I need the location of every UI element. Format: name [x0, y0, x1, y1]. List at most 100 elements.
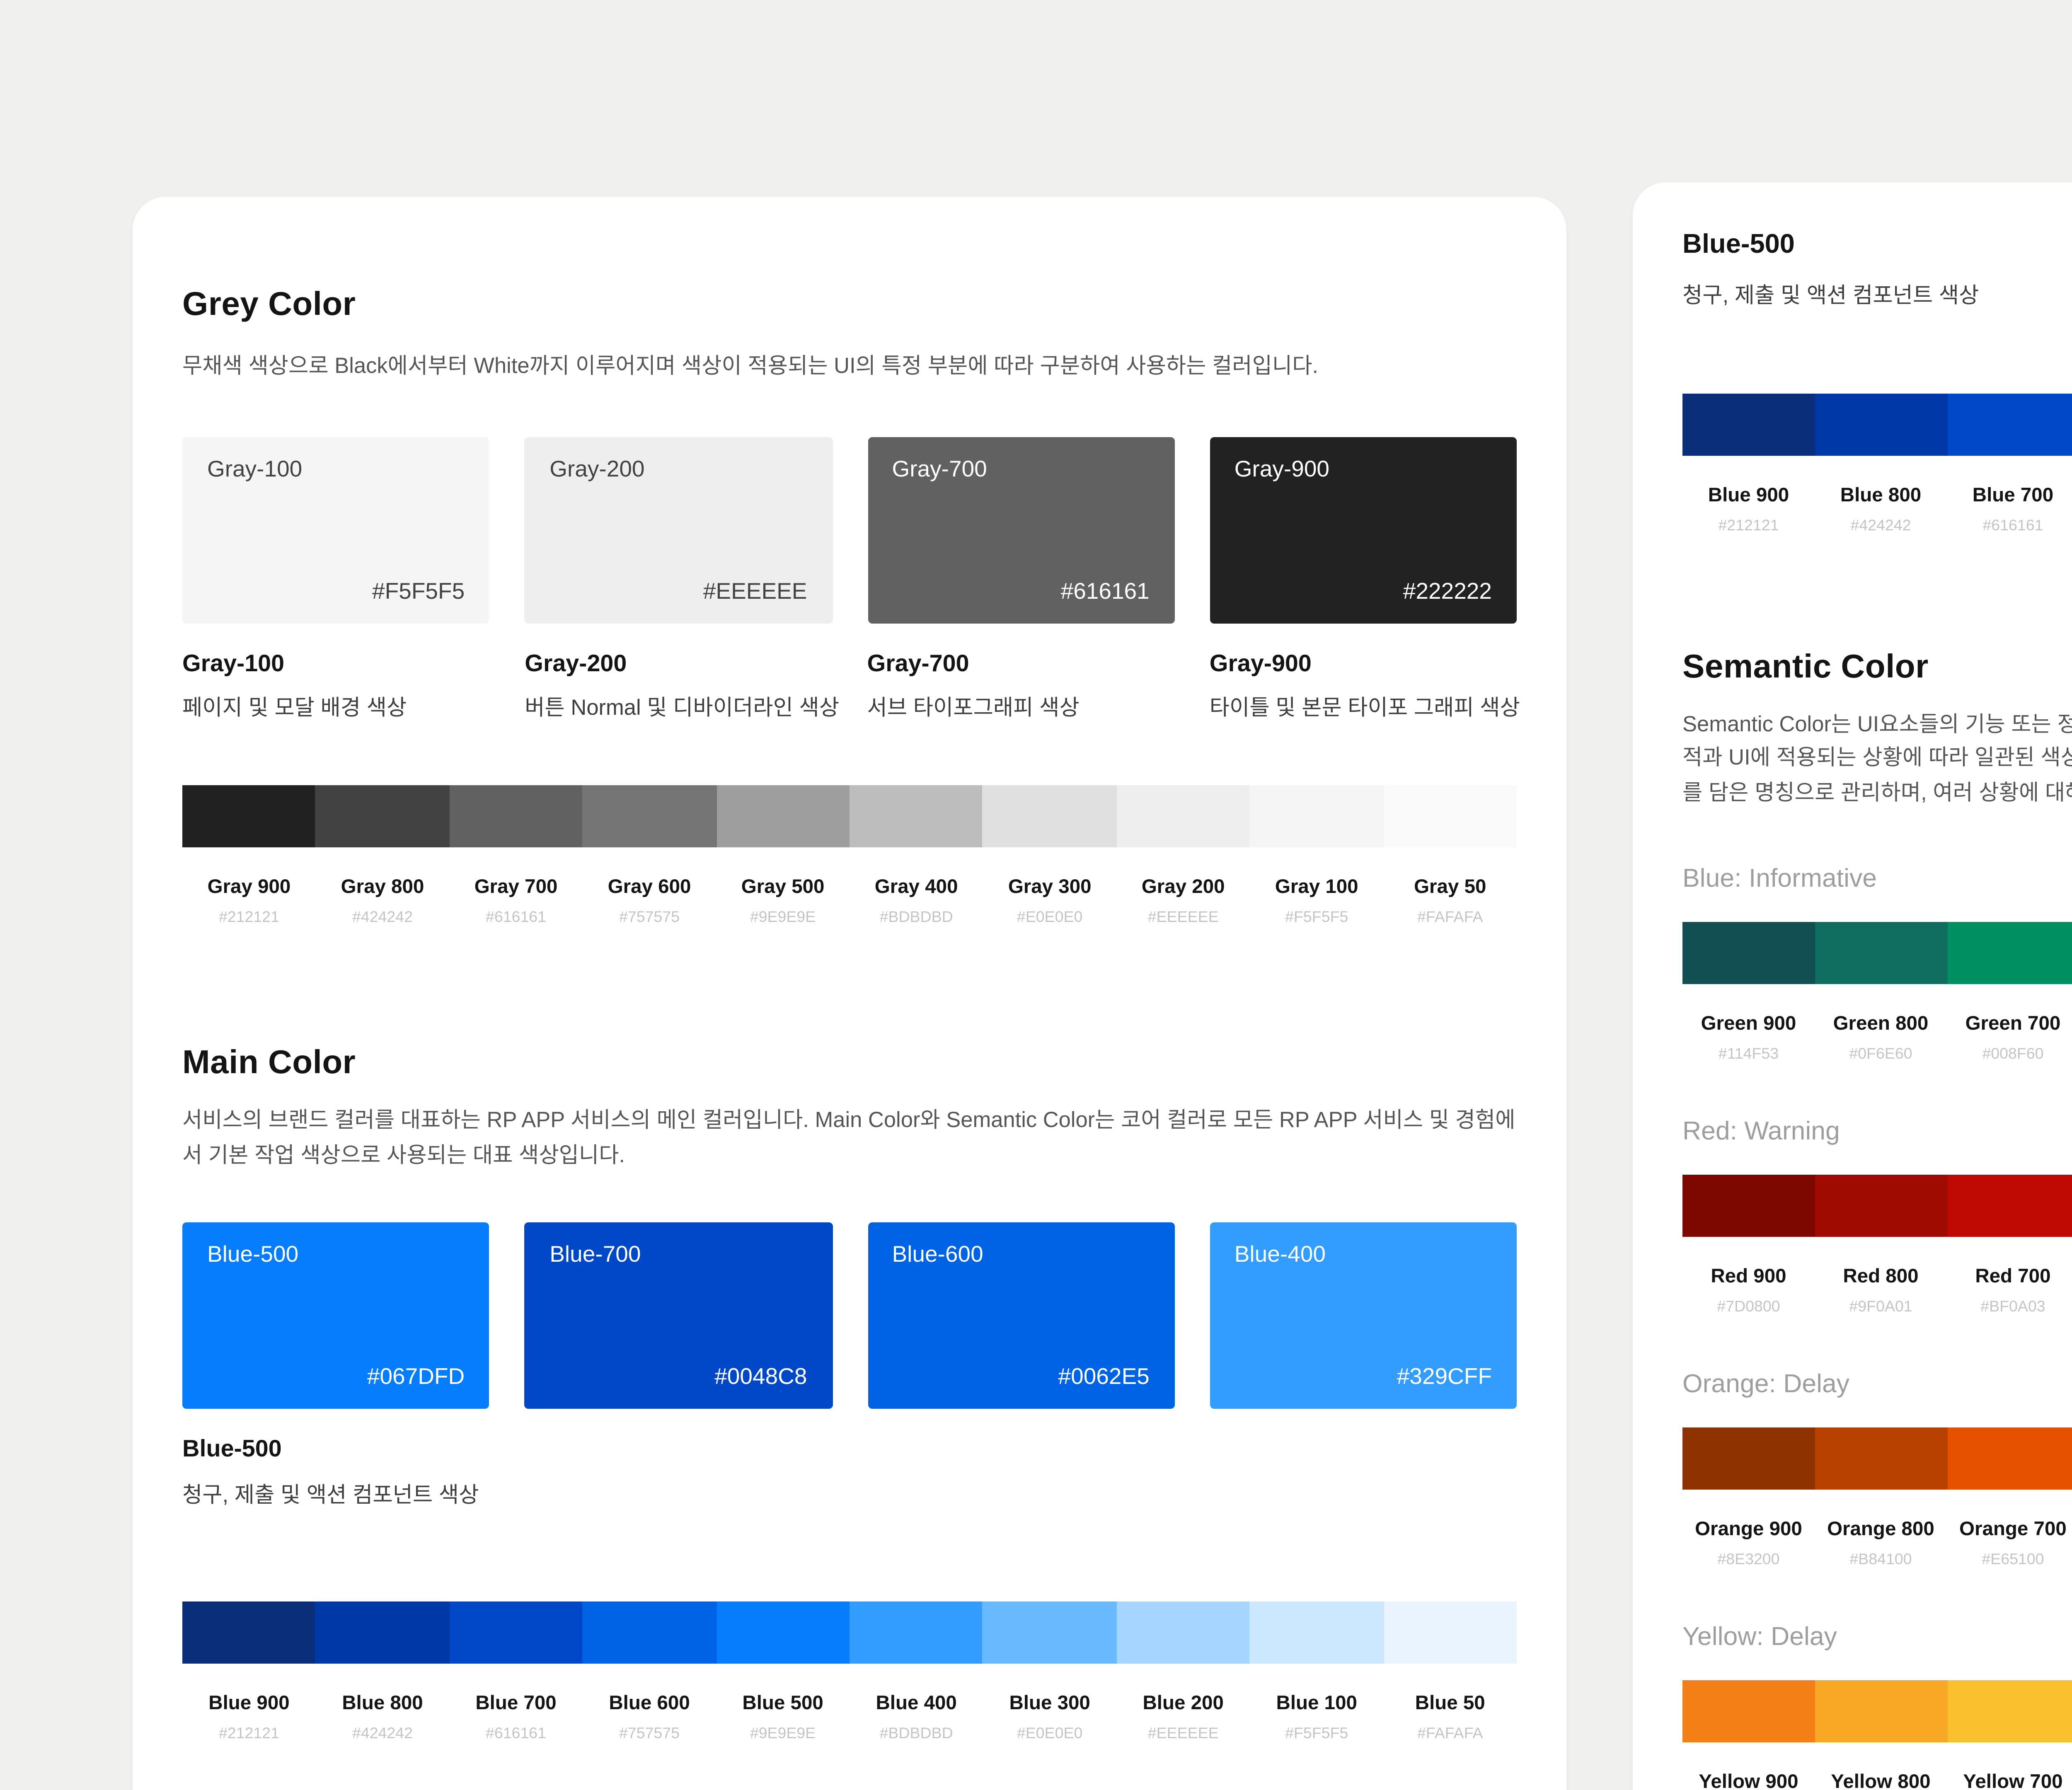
- scale-column: Blue 800 #424242: [1814, 394, 1947, 535]
- scale-hex: #9F0A01: [1849, 1296, 1912, 1315]
- color-card-name: Blue-700: [549, 1242, 641, 1268]
- scale-column: Blue 100 #F5F5F5: [1250, 1601, 1384, 1742]
- scale-column: Blue 500 #9E9E9E: [716, 1601, 850, 1742]
- scale-column: Blue 900 #212121: [1682, 394, 1815, 535]
- color-swatch: [1946, 921, 2072, 984]
- color-card: Gray-900 #222222: [1209, 438, 1517, 624]
- color-swatch: [1814, 1427, 1947, 1489]
- scale-column: Yellow 800 #F9A825: [1814, 1679, 1947, 1790]
- scale-name: Blue 400: [876, 1692, 957, 1715]
- semantic-color-title: Semantic Color: [1682, 651, 1929, 686]
- scale-column: Blue 700 #616161: [449, 1601, 583, 1742]
- scale-name: Blue 600: [609, 1692, 690, 1715]
- main-color-title: Main Color: [182, 1047, 356, 1082]
- blue-500-usage: 청구, 제출 및 액션 컴포넌트 색상: [182, 1483, 479, 1508]
- scale-column: Gray 900 #212121: [182, 786, 316, 926]
- scale-name: Red 900: [1711, 1265, 1786, 1288]
- scale-column: Blue 50 #FAFAFA: [1383, 1601, 1517, 1742]
- scale-hex: #F5F5F5: [1285, 908, 1348, 927]
- color-card-label: Gray-700: [867, 653, 969, 678]
- scale-hex: #B84100: [1849, 1549, 1912, 1568]
- color-swatch: [716, 786, 850, 848]
- orange-scale-strip: Orange 900 #8E3200 Orange 800 #B84100 Or…: [1682, 1427, 2072, 1568]
- scale-hex: #008F60: [1982, 1043, 2044, 1062]
- color-card-name: Blue-400: [1234, 1242, 1326, 1268]
- color-swatch: [983, 1601, 1117, 1663]
- scale-name: Green 900: [1701, 1012, 1796, 1035]
- color-card: Blue-700 #0048C8: [525, 1222, 832, 1408]
- scale-hex: #E0E0E0: [1017, 1723, 1083, 1742]
- scale-column: Gray 200 #EEEEEE: [1116, 786, 1250, 926]
- scale-name: Gray 500: [741, 877, 825, 900]
- color-swatch: [1682, 1679, 1815, 1742]
- color-swatch: [983, 786, 1117, 848]
- scale-column: Gray 500 #9E9E9E: [716, 786, 850, 926]
- color-swatch: [316, 786, 450, 848]
- scale-hex: #114F53: [1718, 1043, 1779, 1062]
- semantic-color-description: Semantic Color는 UI요소들의 기능 또는 정보 유형에 따라 의…: [1682, 713, 2072, 805]
- color-swatch: [1383, 1601, 1517, 1663]
- color-swatch: [1682, 921, 1815, 984]
- scale-hex: #9E9E9E: [750, 908, 816, 927]
- scale-hex: #424242: [352, 1723, 413, 1742]
- blue-card-column: Blue-700 #0048C8: [525, 1222, 832, 1408]
- blue-card-column: Blue-500 #067DFD: [182, 1222, 490, 1408]
- color-card-name: Gray-200: [549, 458, 645, 484]
- color-card-name: Blue-600: [892, 1242, 983, 1268]
- scale-name: Blue 900: [1708, 485, 1789, 508]
- scale-name: Green 800: [1833, 1012, 1929, 1035]
- scale-column: Blue 900 #212121: [182, 1601, 316, 1742]
- scale-column: Gray 700 #616161: [449, 786, 583, 926]
- color-swatch: [1946, 394, 2072, 456]
- scale-column: Orange 700 #E65100: [1946, 1427, 2072, 1568]
- color-swatch: [850, 786, 983, 848]
- scale-name: Blue 500: [742, 1692, 823, 1715]
- color-swatch: [1250, 786, 1384, 848]
- scale-column: Green 800 #0F6E60: [1814, 921, 1947, 1062]
- scale-hex: #F5F5F5: [1285, 1723, 1348, 1742]
- scale-name: Orange 700: [1959, 1518, 2067, 1541]
- blue-500-header-usage: 청구, 제출 및 액션 컴포넌트 색상: [1682, 284, 1979, 309]
- scale-hex: #BF0A03: [1980, 1296, 2045, 1315]
- scale-column: Blue 800 #424242: [316, 1601, 450, 1742]
- blue-card-column: Blue-400 #329CFF: [1209, 1222, 1517, 1408]
- color-card-usage: 타이틀 및 본문 타이포 그래피 색상: [1209, 697, 1520, 722]
- color-card-name: Gray-700: [892, 458, 987, 484]
- scale-name: Blue 50: [1415, 1692, 1485, 1715]
- scale-name: Red 700: [1975, 1265, 2051, 1288]
- scale-column: Red 700 #BF0A03: [1946, 1174, 2072, 1315]
- color-swatch: [583, 786, 716, 848]
- scale-name: Green 700: [1965, 1012, 2061, 1035]
- color-swatch: [449, 1601, 583, 1663]
- main-color-description: 서비스의 브랜드 컬러를 대표하는 RP APP 서비스의 메인 컬러입니다. …: [182, 1109, 1515, 1168]
- green-scale-strip: Green 900 #114F53 Green 800 #0F6E60 Gree…: [1682, 921, 2072, 1062]
- grey-color-title: Grey Color: [182, 288, 356, 323]
- color-swatch: [1946, 1679, 2072, 1742]
- scale-column: Red 900 #7D0800: [1682, 1174, 1815, 1315]
- scale-hex: #BDBDBD: [879, 1723, 953, 1742]
- color-card-hex: #F5F5F5: [372, 581, 465, 606]
- color-card-name: Gray-900: [1234, 458, 1330, 484]
- scale-name: Gray 700: [474, 877, 558, 900]
- color-card-label: Gray-200: [525, 653, 627, 678]
- scale-name: Blue 900: [208, 1692, 290, 1715]
- scale-hex: #757575: [619, 1723, 680, 1742]
- gray-card-row: Gray-100 #F5F5F5 Gray-100 페이지 및 모달 배경 색상…: [182, 438, 1520, 723]
- color-swatch: [1682, 394, 1815, 456]
- color-card-usage: 버튼 Normal 및 디바이더라인 색상: [525, 697, 840, 722]
- color-card-hex: #222222: [1403, 581, 1492, 606]
- scale-name: Orange 900: [1695, 1518, 1802, 1541]
- scale-name: Red 800: [1843, 1265, 1919, 1288]
- scale-name: Gray 900: [207, 877, 291, 900]
- scale-hex: #212121: [1718, 516, 1779, 535]
- scale-hex: #616161: [1982, 516, 2043, 535]
- right-panel: Blue-500 청구, 제출 및 액션 컴포넌트 색상 Blue 900 #2…: [1633, 182, 2072, 1790]
- color-card-usage: 페이지 및 모달 배경 색상: [182, 697, 407, 722]
- color-card-name: Gray-100: [207, 458, 303, 484]
- gray-card-column: Gray-900 #222222 Gray-900 타이틀 및 본문 타이포 그…: [1209, 438, 1520, 723]
- scale-column: Gray 400 #BDBDBD: [850, 786, 983, 926]
- gray-card-column: Gray-700 #616161 Gray-700 서브 타이포그래피 색상: [867, 438, 1174, 723]
- semantic-group-label-orange-delay: Orange: Delay: [1682, 1369, 1850, 1398]
